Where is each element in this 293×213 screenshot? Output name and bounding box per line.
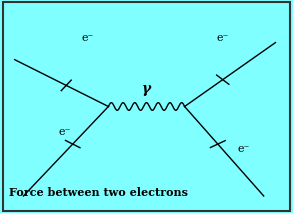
Text: e⁻: e⁻ (217, 33, 229, 43)
Text: e⁻: e⁻ (237, 144, 249, 154)
Text: e⁻: e⁻ (58, 127, 71, 137)
Text: e⁻: e⁻ (82, 33, 94, 43)
Text: γ: γ (142, 82, 151, 96)
Text: Force between two electrons: Force between two electrons (9, 187, 188, 198)
